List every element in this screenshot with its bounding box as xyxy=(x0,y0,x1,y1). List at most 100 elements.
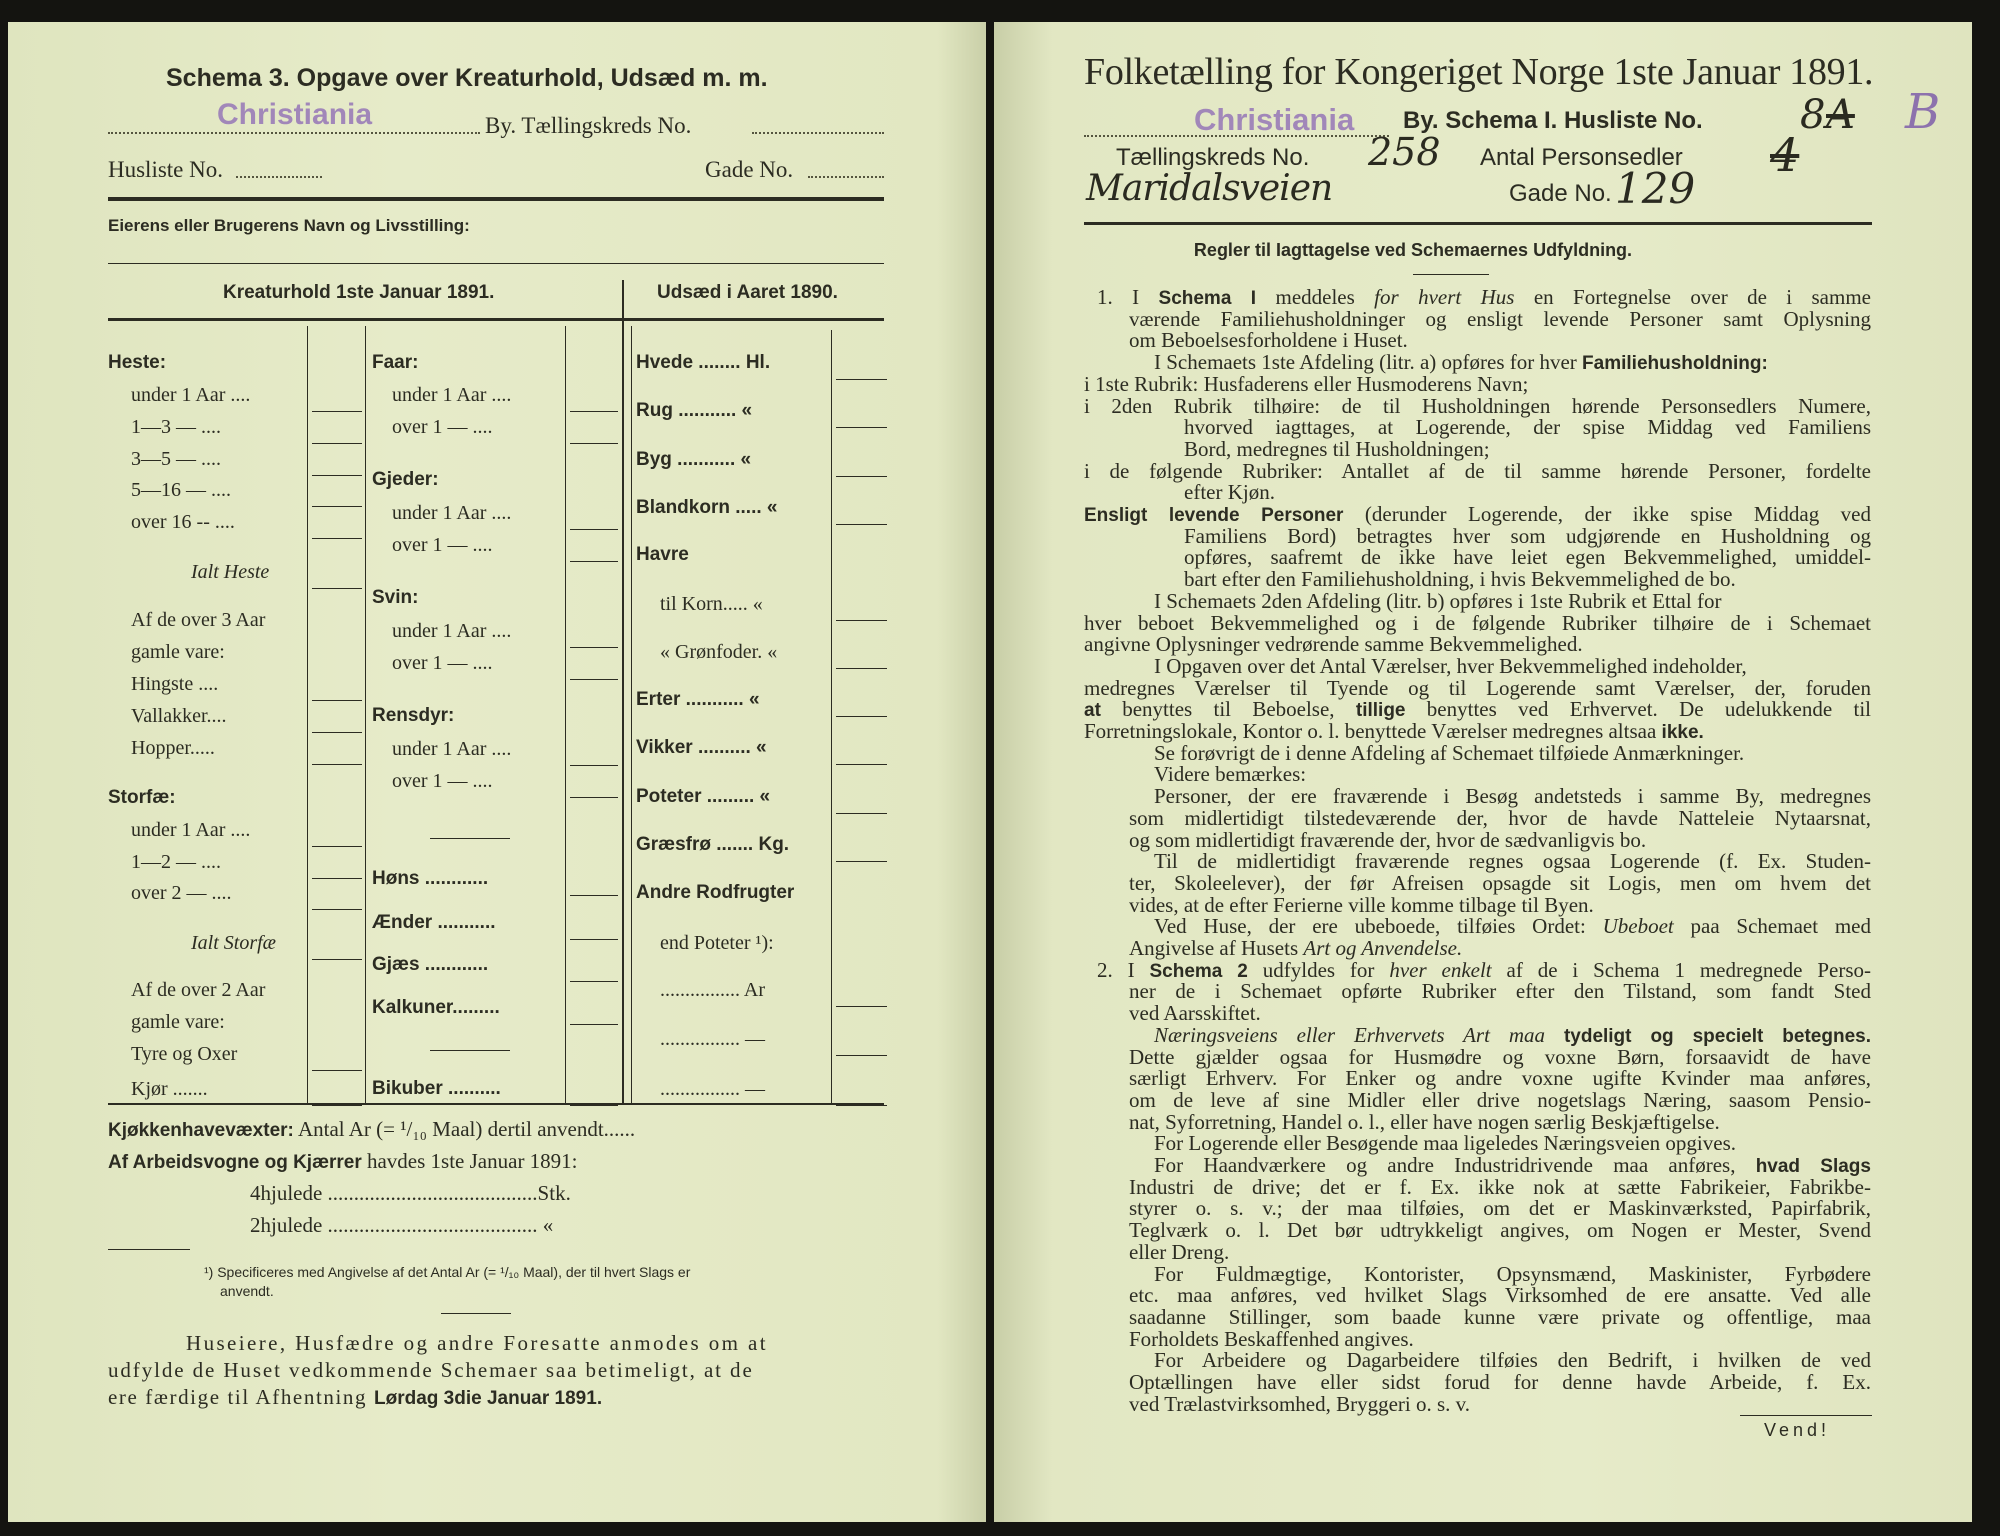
col1-row-label: Hingste .... xyxy=(131,673,219,695)
col1-entry-field[interactable] xyxy=(312,959,362,960)
col3-entry-field[interactable] xyxy=(836,476,887,477)
rules-line: Bord, medregnes til Husholdningen; xyxy=(1184,438,1490,460)
header-rule xyxy=(1084,222,1872,225)
col3-entry-field[interactable] xyxy=(836,524,887,525)
notice-line-1: Huseiere, Husfædre og andre Foresatte an… xyxy=(186,1331,768,1355)
col2-entry-field[interactable] xyxy=(570,895,618,896)
col3-entry-field[interactable] xyxy=(836,764,887,765)
col1-row-label: Hopper..... xyxy=(131,737,215,759)
rules-line: Videre bemærkes: xyxy=(1154,763,1306,785)
rules-line: ter, Skoleelever), der før Afreisen opsa… xyxy=(1129,872,1871,894)
col2-entry-field[interactable] xyxy=(570,1105,618,1106)
gade-field[interactable] xyxy=(808,176,884,178)
rules-text-segment: værende Familiehusholdninger og ensligt … xyxy=(1129,306,1871,331)
husliste-label: Husliste No. xyxy=(108,157,223,182)
col1-row-label: Af de over 2 Aar xyxy=(131,979,266,1001)
gade-number: 129 xyxy=(1615,164,1696,213)
rules-line: værende Familiehusholdninger og ensligt … xyxy=(1129,308,1871,330)
col1-entry-field[interactable] xyxy=(312,588,362,589)
rules-text-segment: for hvert Hus xyxy=(1374,285,1515,309)
col1-row-label: 1—3 — .... xyxy=(131,416,221,438)
rules-text-segment: om de leve af sine Midler eller drive no… xyxy=(1129,1087,1871,1112)
rules-text-segment: som midlertidigt tilstedeværende der, hv… xyxy=(1129,805,1871,830)
rules-text-segment: Dette gjælder ogsaa for Husmødre og voxn… xyxy=(1129,1044,1871,1069)
col3-entry-field[interactable] xyxy=(836,861,887,862)
rules-text-segment: Familiens Bord) betragtes hver som udgjø… xyxy=(1184,523,1871,548)
col3-entry-field[interactable] xyxy=(836,813,887,814)
rules-text-segment: hver enkelt xyxy=(1389,957,1492,982)
col1-row-label: Af de over 3 Aar xyxy=(131,609,266,631)
col3-row-label: Rug ........... « xyxy=(636,400,753,421)
col3-row-label: Græsfrø ....... Kg. xyxy=(636,834,790,855)
city-line xyxy=(108,132,480,134)
rules-line: Næringsveiens eller Erhvervets Art maa t… xyxy=(1154,1024,1871,1048)
col3-row-label: Poteter ......... « xyxy=(636,786,771,807)
col2-entry-field[interactable] xyxy=(570,529,618,530)
rules-line: saadanne Stillinger, som baade kunne vær… xyxy=(1129,1306,1871,1328)
husliste-field[interactable] xyxy=(236,176,322,178)
rules-text-segment xyxy=(1545,1023,1564,1047)
wagons-label: Af Arbeidsvogne og Kjærrer xyxy=(108,1152,362,1173)
col1-entry-field[interactable] xyxy=(312,1105,362,1106)
col2-entry-field[interactable] xyxy=(570,1024,618,1025)
col3-entry-field[interactable] xyxy=(836,379,887,380)
col2-entry-field[interactable] xyxy=(570,939,618,940)
rules-text-segment: i de følgende Rubriker: Antallet af de t… xyxy=(1084,458,1871,483)
footnote-rule xyxy=(108,1249,190,1250)
rules-line: Dette gjælder ogsaa for Husmødre og voxn… xyxy=(1129,1046,1871,1068)
rules-text-segment: Se forøvrigt de i denne Afdeling af Sche… xyxy=(1154,740,1745,765)
col1-row-label: under 1 Aar .... xyxy=(131,384,251,406)
left-page-schema-3 xyxy=(8,22,986,1522)
col2-entry-field[interactable] xyxy=(570,411,618,412)
col2-separator xyxy=(430,1050,510,1051)
rules-line: i de følgende Rubriker: Antallet af de t… xyxy=(1084,460,1871,482)
rules-text-segment: Schema I xyxy=(1158,288,1257,309)
col2-entry-field[interactable] xyxy=(570,679,618,680)
owner-label: Eierens eller Brugerens Navn og Livsstil… xyxy=(108,216,470,235)
kreds-field[interactable] xyxy=(752,132,884,134)
rules-text-segment: I Schemaets 1ste Afdeling (litr. a) opfø… xyxy=(1154,350,1583,375)
col2-entry-field[interactable] xyxy=(570,981,618,982)
col3-entry-field[interactable] xyxy=(836,668,887,669)
col2-row-label: Faar: xyxy=(372,352,419,373)
col2-row-label: under 1 Aar .... xyxy=(392,738,512,760)
col2-entry-field[interactable] xyxy=(570,797,618,798)
col1-entry-field[interactable] xyxy=(312,506,362,507)
col3-entry-field[interactable] xyxy=(836,1055,887,1056)
col3-entry-field[interactable] xyxy=(836,1006,887,1007)
col1-entry-field[interactable] xyxy=(312,700,362,701)
notice-text: ere færdige til Afhentning xyxy=(108,1385,368,1409)
col3-entry-field[interactable] xyxy=(836,427,887,428)
col2-entry-field[interactable] xyxy=(570,443,618,444)
col2-entry-field[interactable] xyxy=(570,561,618,562)
rules-text-segment: Videre bemærkes: xyxy=(1154,762,1307,787)
col1-entry-field[interactable] xyxy=(312,475,362,476)
col1-entry-field[interactable] xyxy=(312,443,362,444)
col2-fill-left xyxy=(565,326,566,1104)
gade-label: Gade No. xyxy=(1509,180,1612,207)
col2-row-label: Gjeder: xyxy=(372,469,439,490)
col1-entry-field[interactable] xyxy=(312,846,362,847)
rules-text-segment: eller Dreng. xyxy=(1129,1239,1230,1264)
col1-entry-field[interactable] xyxy=(312,538,362,539)
col3-entry-field[interactable] xyxy=(836,716,887,717)
rules-text-segment: etc. maa anføres, ved hvilket Slags Virk… xyxy=(1129,1283,1871,1308)
col1-entry-field[interactable] xyxy=(312,732,362,733)
col2-entry-field[interactable] xyxy=(570,647,618,648)
col2-entry-field[interactable] xyxy=(570,765,618,766)
rules-line: vides, at de efter Ferierne ville komme … xyxy=(1129,894,1594,916)
col1-row-label: Heste: xyxy=(108,352,167,373)
husliste-number: 8 xyxy=(1800,92,1826,138)
col3-entry-field[interactable] xyxy=(836,1105,887,1106)
footnote-line-2: anvendt. xyxy=(220,1283,274,1299)
rules-text-segment: ved Aarsskiftet. xyxy=(1129,1001,1261,1026)
rules-text-segment: angivne Oplysninger vedrørende samme Bek… xyxy=(1084,632,1583,657)
col1-entry-field[interactable] xyxy=(312,909,362,910)
four-wheel-row: 4hjulede ...............................… xyxy=(250,1181,571,1205)
col1-entry-field[interactable] xyxy=(312,1070,362,1071)
col1-entry-field[interactable] xyxy=(312,411,362,412)
col1-entry-field[interactable] xyxy=(312,764,362,765)
col1-entry-field[interactable] xyxy=(312,878,362,879)
col3-entry-field[interactable] xyxy=(836,620,887,621)
rules-line: ved Aarsskiftet. xyxy=(1129,1002,1261,1024)
